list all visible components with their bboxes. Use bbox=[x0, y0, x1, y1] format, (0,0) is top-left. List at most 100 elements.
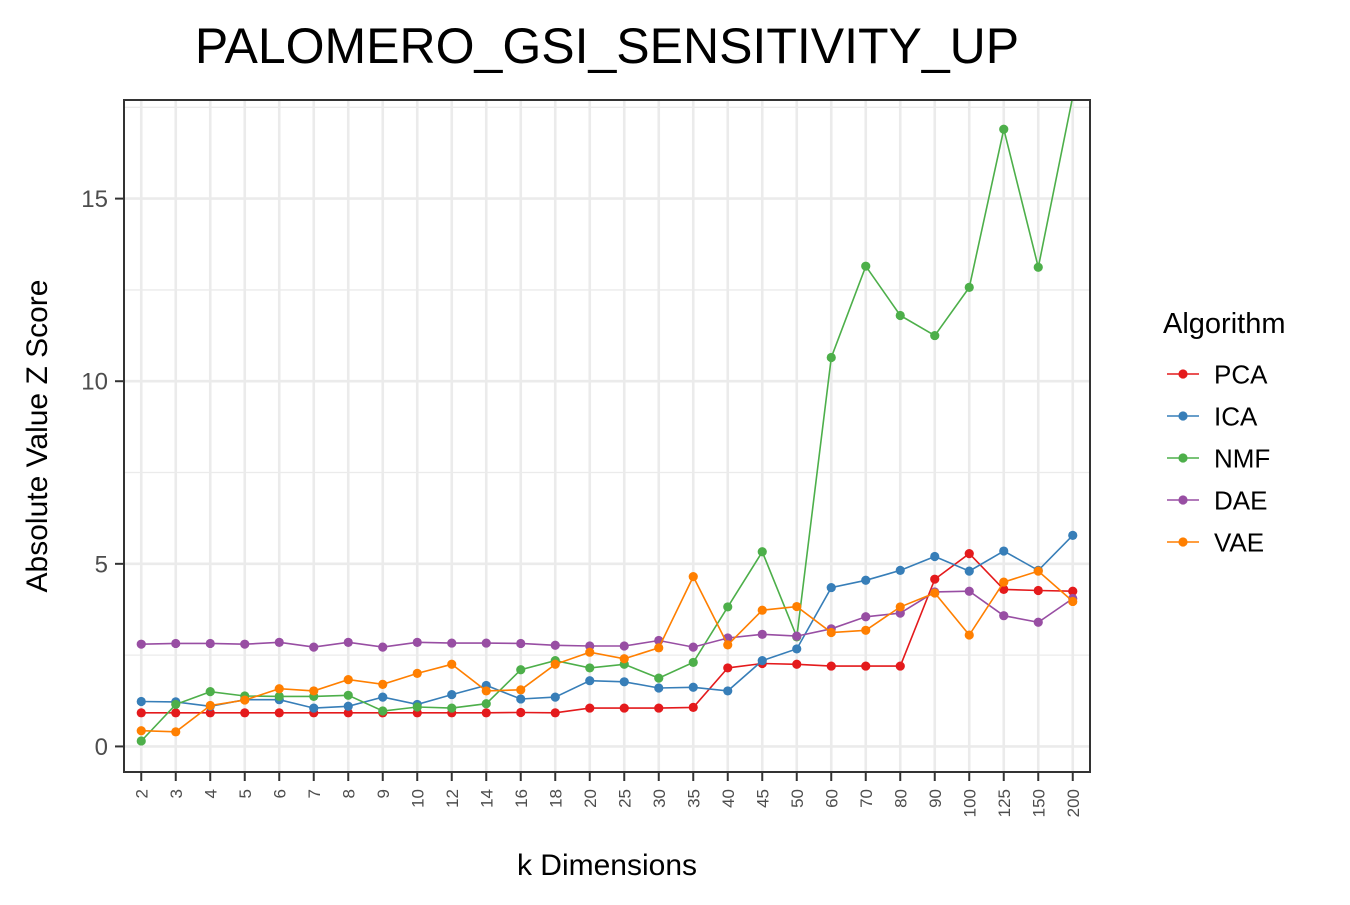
x-tick-label: 25 bbox=[615, 789, 634, 808]
series-line-vae bbox=[141, 570, 1074, 733]
data-point-nmf bbox=[516, 665, 526, 675]
data-point-vae bbox=[1033, 566, 1043, 576]
x-tick-label: 12 bbox=[443, 789, 462, 808]
data-point-nmf bbox=[412, 702, 422, 712]
data-point-vae bbox=[412, 668, 422, 678]
data-point-pca bbox=[1033, 585, 1043, 596]
legend-label-dae: DAE bbox=[1214, 486, 1267, 516]
data-point-nmf bbox=[481, 699, 491, 709]
data-point-nmf bbox=[654, 673, 664, 683]
data-point-ica bbox=[861, 575, 871, 585]
data-point-dae bbox=[619, 641, 629, 651]
data-point-dae bbox=[550, 640, 560, 650]
x-tick-label: 125 bbox=[995, 789, 1014, 817]
data-point-dae bbox=[861, 612, 871, 622]
data-point-vae bbox=[309, 686, 319, 696]
x-tick-label: 18 bbox=[546, 789, 565, 808]
x-tick-label: 3 bbox=[167, 789, 186, 798]
panel-border bbox=[123, 99, 1091, 773]
data-point-ica bbox=[999, 546, 1009, 556]
data-point-pca bbox=[205, 708, 215, 718]
x-tick-label: 100 bbox=[960, 789, 979, 817]
chart-title: PALOMERO_GSI_SENSITIVITY_UP bbox=[195, 18, 1019, 74]
x-tick-label: 50 bbox=[788, 789, 807, 808]
legend-key-point bbox=[1178, 453, 1188, 463]
legend-item-ica: ICA bbox=[1167, 402, 1258, 432]
y-tick-label: 5 bbox=[95, 551, 108, 578]
y-tick-label: 15 bbox=[81, 186, 108, 213]
legend-key-point bbox=[1178, 369, 1188, 379]
data-point-nmf bbox=[757, 547, 767, 557]
x-axis: 2 3 4 5 6 7 8 9 10 12 14 16 18 20 25 30 35 40 45 50 60 70 80 90… bbox=[132, 772, 1083, 817]
data-point-vae bbox=[654, 643, 664, 653]
data-point-ica bbox=[343, 701, 353, 711]
data-point-dae bbox=[447, 638, 457, 648]
data-point-dae bbox=[757, 629, 767, 639]
data-point-nmf bbox=[585, 663, 595, 673]
data-point-nmf bbox=[1033, 262, 1043, 272]
data-point-pca bbox=[826, 661, 836, 671]
data-point-pca bbox=[516, 707, 526, 718]
data-point-ica bbox=[619, 677, 629, 687]
data-point-vae bbox=[136, 726, 146, 736]
data-point-pca bbox=[274, 708, 284, 718]
data-point-pca bbox=[343, 708, 353, 718]
data-point-nmf bbox=[688, 657, 698, 668]
x-tick-label: 60 bbox=[822, 789, 841, 808]
data-point-ica bbox=[688, 682, 698, 692]
legend-label-vae: VAE bbox=[1214, 528, 1264, 558]
x-tick-label: 14 bbox=[477, 789, 496, 808]
data-point-ica bbox=[136, 696, 146, 707]
data-point-dae bbox=[412, 637, 422, 647]
data-point-ica bbox=[964, 566, 974, 576]
series-line-nmf bbox=[140, 100, 1073, 742]
data-point-pca bbox=[930, 574, 940, 584]
x-tick-label: 16 bbox=[512, 789, 531, 808]
legend-item-nmf: NMF bbox=[1167, 444, 1270, 474]
x-tick-label: 4 bbox=[201, 789, 220, 798]
data-point-vae bbox=[240, 695, 250, 705]
data-point-pca bbox=[895, 661, 905, 671]
data-point-nmf bbox=[171, 699, 181, 710]
data-point-vae bbox=[516, 685, 526, 695]
data-point-ica bbox=[516, 694, 526, 704]
series-nmf bbox=[136, 100, 1076, 746]
data-point-ica bbox=[309, 703, 319, 713]
y-axis: 0 5 10 15 bbox=[81, 186, 124, 761]
x-tick-label: 40 bbox=[719, 789, 738, 808]
series-ica bbox=[136, 530, 1078, 713]
data-point-nmf bbox=[378, 706, 388, 716]
data-point-pca bbox=[792, 659, 802, 669]
data-point-ica bbox=[723, 686, 733, 696]
x-axis-title: k Dimensions bbox=[517, 849, 697, 882]
data-point-pca bbox=[861, 661, 871, 671]
series-line-pca bbox=[141, 552, 1073, 714]
data-point-ica bbox=[585, 676, 595, 686]
data-point-ica bbox=[550, 692, 560, 702]
data-point-vae bbox=[688, 572, 698, 582]
data-point-dae bbox=[205, 638, 215, 649]
data-point-vae bbox=[619, 654, 629, 664]
data-point-ica bbox=[757, 656, 767, 666]
legend-label-nmf: NMF bbox=[1214, 444, 1270, 474]
data-point-dae bbox=[240, 639, 250, 649]
data-point-pca bbox=[585, 703, 595, 713]
data-point-vae bbox=[343, 675, 353, 685]
data-point-nmf bbox=[826, 352, 836, 363]
data-point-vae bbox=[585, 647, 595, 657]
data-point-pca bbox=[171, 708, 181, 718]
data-point-dae bbox=[171, 638, 181, 649]
data-point-pca bbox=[654, 703, 664, 713]
data-point-vae bbox=[930, 588, 940, 598]
data-point-dae bbox=[309, 642, 319, 652]
data-point-ica bbox=[1068, 530, 1078, 540]
legend: Algorithm PCA ICA NMF DAE VAE bbox=[1163, 308, 1286, 558]
data-point-nmf bbox=[723, 602, 733, 612]
data-point-nmf bbox=[999, 124, 1009, 134]
x-tick-label: 5 bbox=[236, 789, 255, 798]
data-point-ica bbox=[654, 683, 664, 693]
x-tick-label: 7 bbox=[305, 789, 324, 798]
grid-lines bbox=[124, 100, 1090, 772]
data-point-nmf bbox=[447, 703, 457, 713]
